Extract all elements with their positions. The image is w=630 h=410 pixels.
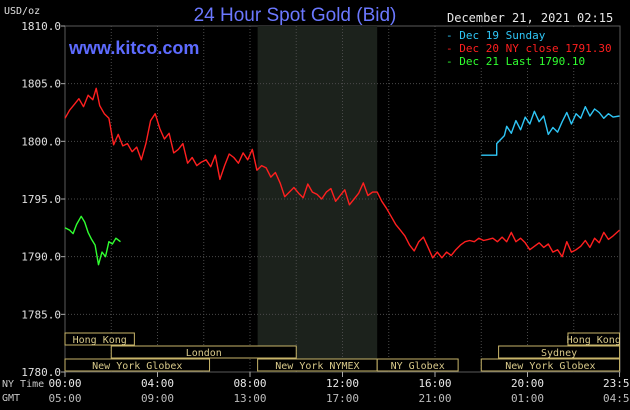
session-box	[110, 345, 297, 359]
session-box	[567, 332, 621, 346]
y-tick-label: 1780.0	[21, 366, 61, 379]
x-axis: 00:00 05:00 04:00 09:00 08:00 13:00 12:00 17:00…	[48, 372, 630, 405]
x-tick-label-ny: 20:00	[511, 377, 544, 390]
y-tick-label: 1795.0	[21, 193, 61, 206]
x-tick-label-ny: 08:00	[233, 377, 266, 390]
session-box	[376, 358, 459, 372]
x-tick-label-gmt: 01:00	[511, 392, 544, 405]
grid-lines	[65, 26, 620, 372]
x-tick-label-gmt: 05:00	[48, 392, 81, 405]
x-tick-label-gmt: 09:00	[141, 392, 174, 405]
session-box	[480, 358, 621, 372]
legend: - Dec 19 Sunday - Dec 20 NY close 1791.3…	[441, 28, 615, 68]
session-label: NY Globex	[391, 361, 445, 372]
y-tick-label: 1805.0	[21, 78, 61, 91]
session-label: New York NYMEX	[275, 361, 359, 372]
series-line	[64, 215, 121, 266]
y-tick-label: 1800.0	[21, 135, 61, 148]
x-tick-label-gmt: 17:00	[326, 392, 359, 405]
session-label: Sydney	[541, 348, 577, 359]
x-tick-label-gmt: 04:59	[603, 392, 630, 405]
x-tick-label-ny: 16:00	[418, 377, 451, 390]
ny-time-label: NY Time	[2, 379, 45, 390]
session-box	[64, 332, 135, 346]
y-axis-unit: USD/oz	[4, 6, 41, 17]
session-label: Hong Kong	[567, 335, 621, 346]
session-label: Hong Kong	[73, 335, 127, 346]
legend-item-dec19: - Dec 19 Sunday	[446, 29, 545, 42]
y-tick-label: 1810.0	[21, 20, 61, 33]
y-tick-label: 1790.0	[21, 251, 61, 264]
x-tick-label-ny: 00:00	[48, 377, 81, 390]
session-label: New York Globex	[505, 361, 595, 372]
session-box	[64, 358, 211, 372]
x-tick-label-gmt: 13:00	[233, 392, 266, 405]
series-line	[481, 105, 620, 156]
x-tick-label-ny: 23:59	[603, 377, 630, 390]
legend-swatch: -	[446, 42, 453, 55]
session-label: New York Globex	[92, 361, 182, 372]
legend-item-dec21: - Dec 21 Last 1790.10	[446, 55, 585, 68]
trading-sessions: Hong Kong Hong Kong London Sydney New York G…	[64, 332, 621, 372]
site-link[interactable]: www.kitco.com	[69, 38, 200, 58]
chart-datetime: December 21, 2021 02:15	[447, 11, 614, 25]
legend-swatch: -	[446, 29, 453, 42]
y-tick-label: 1785.0	[21, 308, 61, 321]
series-line	[64, 87, 620, 259]
x-tick-label-ny: 04:00	[141, 377, 174, 390]
chart-title: 24 Hour Spot Gold (Bid)	[193, 5, 397, 26]
legend-label: Dec 20 NY close 1791.30	[459, 42, 612, 55]
session-label: London	[186, 348, 222, 359]
gmt-label: GMT	[2, 393, 21, 404]
legend-label: Dec 21 Last 1790.10	[459, 55, 586, 68]
x-tick-label-gmt: 21:00	[418, 392, 451, 405]
price-series	[64, 87, 620, 266]
session-box	[498, 345, 621, 359]
x-tick-label-ny: 12:00	[326, 377, 359, 390]
legend-label: Dec 19 Sunday	[459, 29, 546, 42]
legend-item-dec20: - Dec 20 NY close 1791.30	[446, 42, 612, 55]
y-axis: 1780.0 1785.0 1790.0 1795.0 1800.0 1805.0 1810…	[21, 20, 65, 379]
legend-swatch: -	[446, 55, 453, 68]
